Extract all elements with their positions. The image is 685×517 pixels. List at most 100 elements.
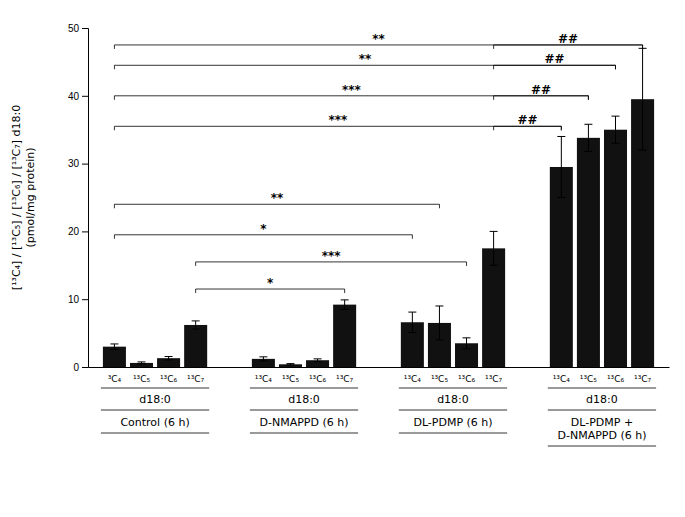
bracket-label: * (260, 222, 267, 236)
bracket-label: *** (322, 249, 342, 263)
underline (250, 388, 358, 389)
sub-label: ¹³C₅ (282, 374, 300, 384)
error-bar (612, 116, 620, 143)
sub-label: ¹³C₇ (336, 374, 354, 384)
error-bar (408, 312, 416, 332)
chart: 0 10 20 30 40 50 [¹³C₄] / [¹³C₅] / [¹³C₆] / [¹… (0, 0, 685, 517)
error-bar (463, 338, 471, 349)
bar (333, 305, 356, 367)
bracket-label: * (267, 276, 274, 290)
error-bar (259, 357, 267, 361)
row-label: d18:0 (586, 393, 618, 406)
sub-label: ¹³C₆ (309, 374, 327, 384)
bracket-label: ## (531, 83, 551, 97)
y-tick: 50 (68, 23, 88, 34)
error-bar (639, 48, 647, 150)
y-tick-label: 10 (68, 294, 80, 305)
y-tick-label: 40 (68, 91, 80, 102)
underline (548, 410, 656, 411)
bracket-label: ** (372, 32, 385, 46)
sub-label: ¹³C₅ (580, 374, 598, 384)
bar (577, 138, 600, 367)
underline (250, 410, 358, 411)
bracket-label: ** (271, 191, 284, 205)
sub-label: ¹³C₇ (485, 374, 503, 384)
group-label-line: DL-PDMP (6 h) (413, 416, 492, 429)
error-bar (584, 124, 592, 151)
y-tick-line (82, 96, 88, 97)
bar (604, 130, 627, 367)
error-bar (110, 344, 118, 349)
bracket-label: *** (328, 113, 348, 127)
group-label: Control (6 h) (120, 416, 189, 429)
y-tick: 0 (73, 362, 88, 373)
underline (399, 433, 507, 434)
underline (250, 433, 358, 434)
error-bar (341, 300, 349, 309)
group-label-line: D-NMAPPD (6 h) (260, 416, 349, 429)
y-axis-title-line: [¹³C₄] / [¹³C₅] / [¹³C₆] / [¹³C₇] d18:0 (10, 105, 23, 290)
sub-label: ¹³C₅ (133, 374, 151, 384)
underline (101, 410, 209, 411)
underline (548, 388, 656, 389)
y-tick-label: 30 (68, 158, 80, 169)
y-axis: 0 10 20 30 40 50 (68, 23, 89, 373)
error-bar (165, 356, 173, 359)
x-axis (89, 367, 670, 368)
y-axis-line (82, 29, 89, 368)
plot-area (103, 48, 654, 367)
underline (101, 433, 209, 434)
sub-label: ¹³C₆ (458, 374, 476, 384)
y-tick: 40 (68, 91, 88, 102)
y-tick: 30 (68, 158, 88, 169)
y-tick-line (82, 231, 88, 232)
sub-label: ¹³C₆ (607, 374, 625, 384)
sub-label: ¹³C₇ (187, 374, 205, 384)
brackets: *****************######## (114, 32, 642, 293)
y-tick-label: 20 (68, 226, 80, 237)
bar (184, 325, 207, 367)
error-bar (314, 359, 322, 362)
x-axis-line (89, 367, 670, 368)
y-tick-line (82, 299, 88, 300)
y-tick-line (82, 28, 88, 29)
sub-label: ³C₄ (108, 374, 122, 384)
y-tick-label: 0 (73, 362, 79, 373)
y-tick: 20 (68, 226, 88, 237)
bracket-label: ## (558, 32, 578, 46)
group-label: DL-PDMP +D-NMAPPD (6 h) (557, 416, 646, 442)
bracket-label: *** (342, 83, 362, 97)
sub-label: ¹³C₅ (431, 374, 449, 384)
row-label: d18:0 (288, 393, 320, 406)
row-label: d18:0 (437, 393, 469, 406)
underline (399, 388, 507, 389)
bar (279, 364, 302, 367)
y-axis-title-line: (pmol/mg protein) (24, 147, 37, 247)
group-label: D-NMAPPD (6 h) (260, 416, 349, 429)
error-bar (192, 321, 200, 329)
sub-label: ¹³C₆ (160, 374, 178, 384)
y-tick-line (82, 164, 88, 165)
group-label-line: Control (6 h) (120, 416, 189, 429)
sub-label: ¹³C₄ (255, 374, 273, 384)
x-annotations: ³C₄ ¹³C₅ ¹³C₆ ¹³C₇ d18:0 Control (6 h) ¹³C₄ ¹³C… (101, 374, 656, 446)
sub-label: ¹³C₄ (553, 374, 571, 384)
group-label-line: DL-PDMP + (571, 416, 633, 429)
row-label: d18:0 (139, 393, 171, 406)
bracket-label: ## (517, 113, 537, 127)
error-bar (286, 364, 294, 365)
error-bar (557, 136, 565, 197)
underline (101, 388, 209, 389)
group-label: DL-PDMP (6 h) (413, 416, 492, 429)
error-bar (435, 306, 443, 340)
bar (482, 248, 505, 367)
underline (548, 446, 656, 447)
sub-label: ¹³C₇ (634, 374, 652, 384)
underline (399, 410, 507, 411)
error-bar (490, 231, 498, 265)
y-tick: 10 (68, 294, 88, 305)
bracket-label: ## (545, 52, 565, 66)
y-tick-line (82, 367, 88, 368)
group-label-line: D-NMAPPD (6 h) (557, 429, 646, 442)
y-axis-title: [¹³C₄] / [¹³C₅] / [¹³C₆] / [¹³C₇] d18:0(… (10, 105, 37, 290)
